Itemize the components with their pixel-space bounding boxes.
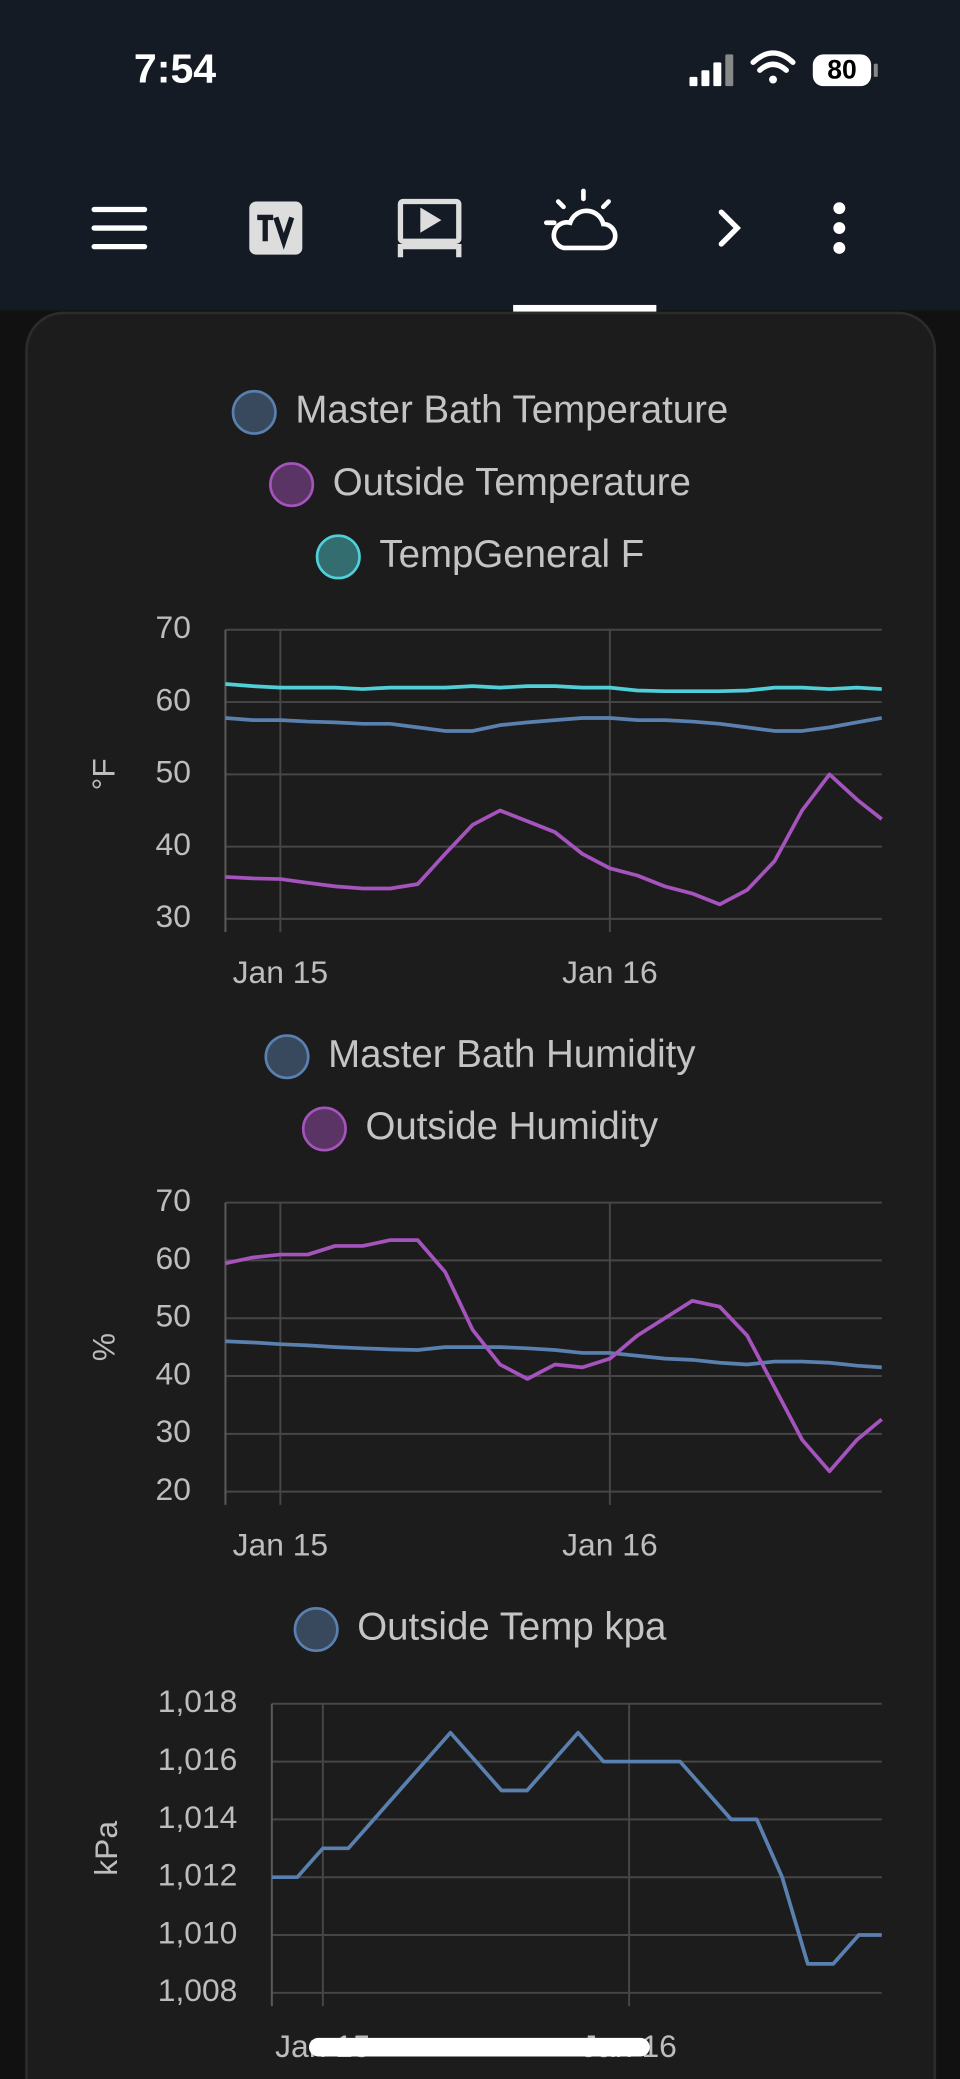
series-line [225,682,882,694]
y-tick-label: 20 [156,1471,191,1507]
wifi-icon [750,50,796,84]
y-tick-label: 50 [156,754,191,790]
legend-swatch [264,1034,310,1080]
y-axis-label: % [86,1333,122,1361]
legend-swatch [269,462,315,508]
series-line [225,716,883,733]
header [0,0,960,311]
x-tick-label: Jan 16 [562,1527,658,1563]
series-line [225,1238,883,1474]
battery-icon [812,54,872,87]
theater-tab[interactable] [397,198,462,258]
y-tick-label: 70 [156,1182,191,1218]
y-tick-label: 1,008 [158,1972,238,2008]
y-tick-label: 60 [156,1240,191,1276]
y-tick-label: 30 [156,898,191,934]
y-tick-label: 1,014 [158,1799,238,1835]
y-tick-label: 1,018 [158,1683,238,1719]
menu-button[interactable] [91,206,148,250]
x-tick-label: Jan 16 [562,954,658,990]
series-line [225,1339,882,1370]
y-tick-label: 1,010 [158,1914,238,1950]
weather-tab[interactable] [543,188,618,251]
charts: Master Bath Temperature Outside Temperatu… [86,389,883,2064]
legend-label: Master Bath Humidity [328,1033,696,1076]
series-line [271,1730,882,1966]
legend-swatch [231,389,277,435]
y-axis-label: kPa [88,1821,124,1876]
active-tab-indicator [513,304,657,312]
battery-level: 80 [827,55,856,85]
more-tabs-button[interactable] [718,209,741,247]
tv-tab[interactable] [249,201,303,255]
y-axis-label: °F [86,758,122,790]
overflow-menu-button[interactable] [833,202,846,254]
y-tick-label: 1,016 [158,1741,238,1777]
series-line [225,772,883,907]
legend-swatch [301,1106,347,1152]
y-tick-label: 70 [156,609,191,645]
x-tick-label: Jan 15 [233,1527,329,1563]
legend-label: Outside Temp kpa [357,1606,667,1649]
y-tick-label: 1,012 [158,1857,238,1893]
legend-label: Outside Humidity [365,1105,658,1148]
signal-icon [689,54,734,87]
legend-swatch [293,1606,339,1653]
legend-label: Outside Temperature [333,461,691,504]
y-tick-label: 60 [156,681,191,717]
card [25,311,937,2079]
legend-label: Master Bath Temperature [295,389,728,432]
y-tick-label: 50 [156,1298,191,1334]
y-tick-label: 30 [156,1413,191,1449]
y-tick-label: 40 [156,826,191,862]
legend-label: TempGeneral F [379,533,644,576]
y-tick-label: 40 [156,1355,191,1391]
x-tick-label: Jan 15 [233,954,329,990]
battery-tip [873,63,878,77]
home-indicator [308,2037,650,2057]
legend-swatch [315,534,361,580]
status-time: 7:54 [134,45,216,91]
